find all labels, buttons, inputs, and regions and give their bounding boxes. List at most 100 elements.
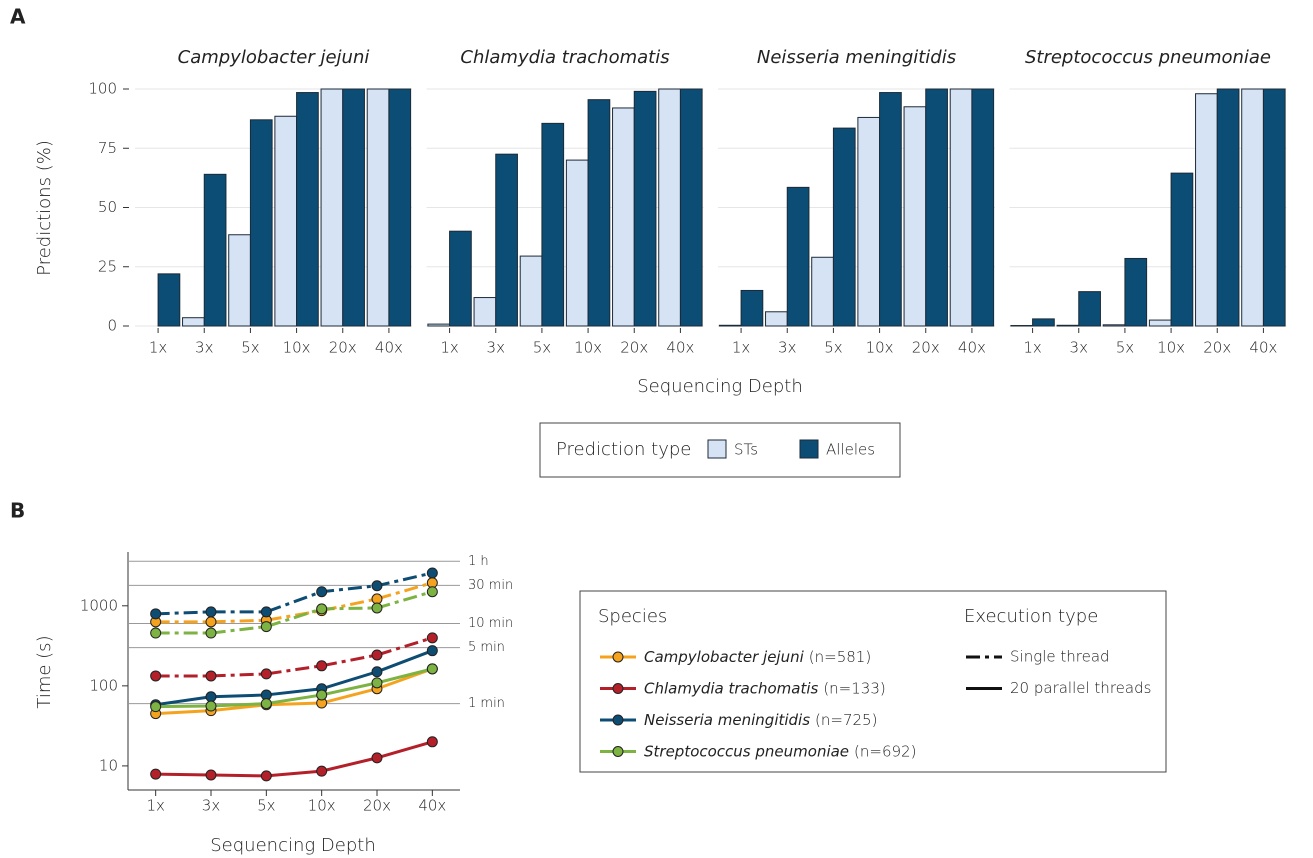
point — [371, 752, 383, 764]
bar — [786, 186, 810, 327]
legend-title: Prediction type — [556, 439, 691, 460]
x-tick-label: 1x — [440, 339, 459, 357]
legend-label: Neisseria meningitidis (n=725) — [644, 711, 877, 729]
legend-title: Species — [598, 606, 667, 627]
point — [316, 765, 328, 777]
bar — [879, 92, 902, 327]
legend-marker — [612, 683, 624, 694]
series-line — [155, 649, 433, 707]
bar — [203, 173, 227, 327]
point — [260, 770, 272, 782]
reference-label: 1 min — [468, 696, 505, 711]
x-tick-label: 5x — [241, 339, 260, 357]
bar — [1124, 257, 1148, 327]
bar — [718, 324, 742, 327]
series-line — [155, 740, 433, 778]
bar — [811, 256, 834, 327]
x-tick-label: 5x — [824, 339, 843, 357]
x-tick-label: 5x — [1116, 339, 1135, 357]
sample-size: (n=725) — [815, 711, 877, 729]
x-tick-label: 1x — [1023, 339, 1042, 357]
bar — [427, 323, 451, 327]
species-name: Neisseria meningitidis — [644, 711, 810, 729]
point — [205, 627, 217, 639]
bar — [565, 159, 589, 327]
point — [371, 666, 383, 678]
bar — [679, 88, 703, 327]
bar — [249, 119, 273, 327]
bar — [1102, 324, 1126, 327]
point — [426, 663, 438, 675]
facet-title: Streptococcus pneumoniae — [1025, 47, 1271, 68]
x-tick-label: 20x — [912, 339, 940, 357]
reference-label: 10 min — [468, 616, 513, 631]
legend-marker — [612, 714, 624, 726]
x-tick-label: 5x — [257, 797, 276, 815]
point — [316, 689, 328, 701]
series-line — [155, 667, 433, 709]
reference-label: 5 min — [468, 640, 505, 655]
point — [371, 649, 383, 661]
facet-title: Campylobacter jejuni — [178, 47, 370, 68]
x-tick-label: 1x — [146, 797, 165, 815]
bar — [1170, 172, 1194, 327]
series-line — [155, 636, 433, 678]
point — [205, 691, 217, 703]
bar — [1056, 324, 1080, 327]
point — [260, 668, 272, 680]
bar — [366, 88, 390, 327]
bar — [1078, 291, 1101, 327]
y-tick-label: 1000 — [80, 596, 118, 614]
x-tick-label: 40x — [375, 339, 403, 357]
point — [205, 606, 217, 618]
x-tick-label: 40x — [958, 339, 986, 357]
point — [371, 677, 383, 689]
bar — [971, 88, 995, 327]
bar — [633, 90, 657, 327]
point — [426, 567, 438, 579]
legend-title: Execution type — [964, 606, 1098, 627]
x-tick-label: 1x — [732, 339, 751, 357]
bar — [587, 99, 611, 327]
legend-box — [539, 422, 901, 478]
bar — [473, 297, 497, 327]
x-tick-label: 10x — [1157, 339, 1185, 357]
bar — [274, 115, 298, 327]
series-line — [155, 590, 433, 635]
bar — [388, 88, 412, 327]
point — [150, 670, 162, 682]
legend-swatch — [799, 439, 819, 459]
legend-label: Chlamydia trachomatis (n=133) — [644, 679, 886, 697]
sample-size: (n=133) — [823, 679, 885, 697]
bar — [1032, 318, 1055, 327]
facet-title: Neisseria meningitidis — [757, 47, 956, 68]
facet-title: Chlamydia trachomatis — [460, 47, 669, 68]
bar — [832, 127, 856, 327]
bar — [658, 88, 681, 327]
x-tick-label: 3x — [778, 339, 797, 357]
x-tick-label: 20x — [329, 339, 357, 357]
point — [260, 606, 272, 618]
legend-marker — [612, 746, 624, 757]
y-tick-label: 100 — [89, 676, 118, 694]
x-axis-label: Sequencing Depth — [637, 376, 802, 397]
legend-swatch — [707, 439, 727, 459]
x-tick-label: 20x — [363, 797, 391, 815]
series-line — [155, 581, 433, 624]
point — [371, 593, 383, 605]
x-tick-label: 3x — [202, 797, 221, 815]
bar — [342, 88, 365, 327]
legend-label: Streptococcus pneumoniae (n=692) — [644, 742, 916, 760]
y-tick-label: 50 — [98, 198, 117, 216]
x-tick-label: 20x — [1203, 339, 1231, 357]
species-name: Chlamydia trachomatis — [644, 679, 819, 697]
y-axis-label: Time (s) — [34, 635, 55, 708]
bar — [1241, 88, 1264, 327]
point — [150, 768, 162, 780]
legend-label: Single thread — [1010, 648, 1110, 666]
bar — [903, 106, 927, 327]
point — [260, 698, 272, 710]
bar — [182, 317, 205, 327]
point — [205, 670, 217, 682]
